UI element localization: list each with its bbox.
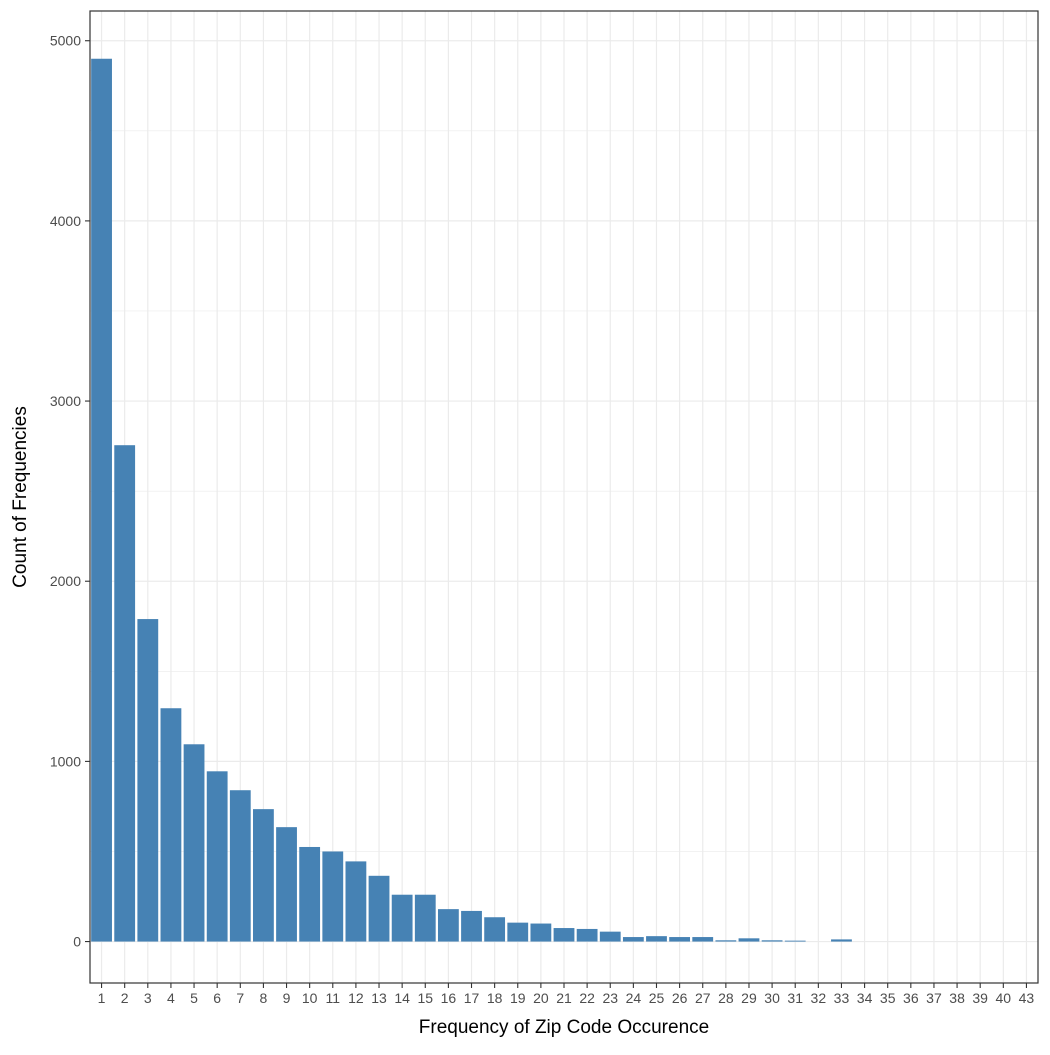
x-tick-label: 8 bbox=[260, 990, 268, 1006]
x-tick-label: 6 bbox=[213, 990, 221, 1006]
bar bbox=[414, 894, 436, 942]
x-tick-label: 36 bbox=[903, 990, 919, 1006]
bar bbox=[530, 923, 552, 942]
bars bbox=[91, 58, 852, 942]
x-tick-label: 9 bbox=[283, 990, 291, 1006]
bar bbox=[622, 937, 644, 942]
y-tick-label: 2000 bbox=[50, 573, 81, 589]
y-tick-label: 4000 bbox=[50, 213, 81, 229]
y-axis: 0 1000 2000 3000 4000 5000 bbox=[50, 33, 90, 950]
bar bbox=[692, 937, 714, 942]
x-tick-label: 28 bbox=[718, 990, 734, 1006]
x-tick-label: 39 bbox=[972, 990, 988, 1006]
bar bbox=[669, 937, 691, 942]
bar bbox=[715, 940, 737, 942]
x-tick-label: 1 bbox=[98, 990, 106, 1006]
bar bbox=[91, 58, 112, 942]
x-axis: 1 2 3 4 5 6 7 8 9 10 11 12 13 14 15 16 17 18 19 20 21 22 23 24 2… bbox=[98, 983, 1035, 1006]
x-tick-label: 34 bbox=[857, 990, 873, 1006]
bar bbox=[437, 909, 459, 942]
x-tick-label: 20 bbox=[533, 990, 549, 1006]
bar bbox=[114, 445, 136, 942]
x-tick-label: 30 bbox=[764, 990, 780, 1006]
bar bbox=[599, 931, 621, 942]
x-tick-label: 13 bbox=[371, 990, 387, 1006]
x-tick-label: 27 bbox=[695, 990, 711, 1006]
y-tick-label: 0 bbox=[73, 934, 81, 950]
x-tick-label: 25 bbox=[649, 990, 665, 1006]
x-tick-label: 7 bbox=[236, 990, 244, 1006]
bar bbox=[345, 861, 367, 942]
bar bbox=[253, 809, 274, 942]
y-tick-label: 5000 bbox=[50, 33, 81, 49]
x-tick-label: 11 bbox=[326, 990, 341, 1006]
x-tick-label: 43 bbox=[1019, 990, 1035, 1006]
x-tick-label: 21 bbox=[556, 990, 572, 1006]
x-tick-label: 22 bbox=[579, 990, 595, 1006]
x-tick-label: 26 bbox=[672, 990, 688, 1006]
x-tick-label: 3 bbox=[144, 990, 152, 1006]
bar bbox=[646, 936, 667, 942]
x-tick-label: 29 bbox=[741, 990, 757, 1006]
bar bbox=[183, 744, 205, 942]
bar bbox=[761, 940, 783, 942]
x-tick-label: 14 bbox=[394, 990, 410, 1006]
x-tick-label: 4 bbox=[167, 990, 175, 1006]
x-tick-label: 32 bbox=[811, 990, 827, 1006]
bar bbox=[507, 922, 529, 942]
x-tick-label: 37 bbox=[926, 990, 942, 1006]
bar bbox=[553, 928, 575, 942]
x-tick-label: 40 bbox=[996, 990, 1012, 1006]
bar bbox=[784, 940, 806, 942]
bar bbox=[484, 917, 506, 942]
x-tick-label: 33 bbox=[834, 990, 850, 1006]
bar bbox=[160, 708, 182, 942]
x-tick-label: 10 bbox=[302, 990, 318, 1006]
bar bbox=[391, 894, 413, 942]
x-axis-title: Frequency of Zip Code Occurence bbox=[419, 1017, 709, 1038]
y-tick-label: 3000 bbox=[50, 393, 81, 409]
x-tick-label: 24 bbox=[626, 990, 642, 1006]
x-tick-label: 31 bbox=[787, 990, 803, 1006]
bar bbox=[206, 771, 228, 942]
bar bbox=[229, 790, 251, 942]
y-tick-label: 1000 bbox=[50, 753, 81, 769]
bar bbox=[368, 875, 390, 942]
x-tick-label: 5 bbox=[190, 990, 198, 1006]
x-tick-label: 18 bbox=[487, 990, 503, 1006]
y-axis-title: Count of Frequencies bbox=[10, 406, 31, 588]
x-tick-label: 38 bbox=[949, 990, 965, 1006]
x-tick-label: 12 bbox=[348, 990, 364, 1006]
x-tick-label: 2 bbox=[121, 990, 129, 1006]
bar bbox=[576, 928, 598, 942]
x-tick-label: 16 bbox=[441, 990, 457, 1006]
x-tick-label: 17 bbox=[464, 990, 480, 1006]
bar bbox=[322, 851, 344, 942]
x-tick-label: 35 bbox=[880, 990, 896, 1006]
bar bbox=[137, 619, 159, 942]
x-tick-label: 23 bbox=[602, 990, 618, 1006]
bar bbox=[461, 910, 482, 942]
bar bbox=[299, 846, 321, 942]
bar bbox=[831, 939, 852, 942]
bar bbox=[276, 827, 297, 942]
x-tick-label: 15 bbox=[417, 990, 433, 1006]
bar bbox=[738, 938, 760, 942]
x-tick-label: 19 bbox=[510, 990, 526, 1006]
